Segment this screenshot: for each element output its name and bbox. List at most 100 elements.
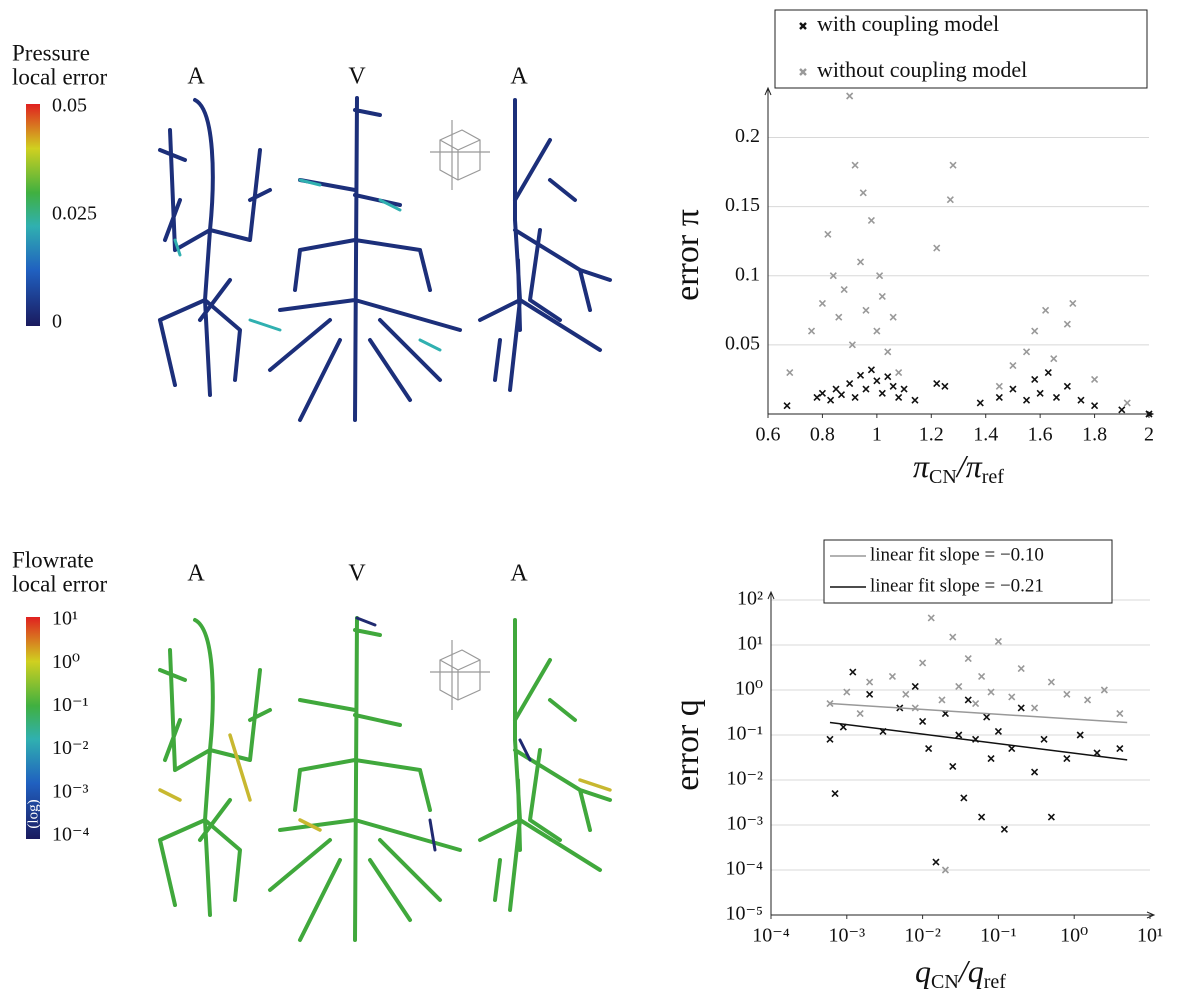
point <box>837 391 846 399</box>
point <box>976 399 984 407</box>
point <box>978 672 986 681</box>
view-label: A <box>187 561 205 587</box>
point <box>964 654 972 663</box>
point <box>1091 375 1099 384</box>
point <box>862 385 870 393</box>
point <box>831 789 839 798</box>
x-axis-label: πCN/πref <box>913 448 1004 487</box>
point <box>876 272 884 280</box>
colorbar <box>26 104 40 326</box>
orientation-cube <box>429 119 491 191</box>
point <box>1031 768 1039 776</box>
point <box>1076 731 1084 739</box>
point <box>987 688 995 696</box>
point <box>818 299 826 307</box>
x-axis <box>768 410 1155 418</box>
x-tick-label: 10⁻⁴ <box>752 925 790 947</box>
point <box>856 371 865 379</box>
orientation-cube <box>429 639 491 711</box>
x-tick-label: 10⁻¹ <box>980 925 1017 947</box>
point <box>878 389 886 397</box>
colorbar-tick-label: 10⁻³ <box>52 780 89 802</box>
fit-line <box>829 702 1128 724</box>
point <box>866 690 874 698</box>
point <box>866 678 874 686</box>
point <box>884 348 892 356</box>
point <box>927 614 935 622</box>
y-axis-label: error q <box>669 699 706 791</box>
point <box>807 327 816 335</box>
colorbar-tick-label: 10⁻⁴ <box>52 824 90 846</box>
point <box>911 682 919 691</box>
point <box>1069 299 1077 307</box>
colorbar-tick-label: 10⁻¹ <box>52 694 89 716</box>
view-label: V <box>348 64 366 90</box>
flow-panel-art <box>158 616 612 942</box>
panel-title: Flowrate <box>12 547 94 572</box>
point <box>1022 396 1031 404</box>
point <box>895 368 903 377</box>
panel-title: local error <box>12 64 107 89</box>
point <box>1116 709 1124 718</box>
point <box>835 313 843 321</box>
panel-title: Pressure <box>12 40 90 65</box>
pressure-trees <box>158 96 612 422</box>
point <box>1036 389 1044 397</box>
point <box>1017 664 1025 673</box>
point <box>856 258 865 266</box>
y-axis <box>764 86 772 414</box>
point <box>1116 744 1124 753</box>
point <box>1031 704 1039 712</box>
panel-title: local error <box>12 571 107 596</box>
y-tick-label: 10⁻³ <box>726 813 763 835</box>
point <box>902 690 910 698</box>
point <box>867 366 875 374</box>
x-tick-label: 1.8 <box>1082 424 1107 446</box>
pressure-highlights <box>173 178 442 352</box>
point <box>933 244 941 252</box>
y-tick-label: 0.05 <box>725 332 760 354</box>
legend-label: without coupling model <box>817 57 1027 82</box>
colorbar-tick-label: 10¹ <box>52 608 78 630</box>
point <box>829 272 837 280</box>
x-axis-label-part: π <box>913 448 930 484</box>
point <box>932 858 940 866</box>
point <box>1031 327 1039 335</box>
charts: 0.05 0.1 0.15 0.2 0.6 0.8 1 1.2 1.4 1.6 1.8 2 error … <box>669 9 1163 993</box>
colorbar-note: (log) <box>25 799 41 828</box>
point <box>827 396 835 404</box>
point <box>1047 813 1055 821</box>
point <box>994 637 1002 646</box>
point <box>783 402 791 410</box>
x-axis <box>771 911 1156 919</box>
point <box>1077 396 1085 404</box>
point <box>1031 375 1039 384</box>
colorbar <box>26 617 40 839</box>
point <box>856 709 864 718</box>
x-axis-label-part: CN <box>929 466 957 488</box>
point <box>911 396 919 404</box>
x-tick-label: 0.6 <box>756 424 781 446</box>
point <box>1118 406 1126 414</box>
point <box>995 382 1003 390</box>
x-axis-label-part: ref <box>982 466 1005 488</box>
y-tick-label: 10⁻² <box>726 768 763 790</box>
point <box>1044 368 1052 377</box>
point <box>824 230 832 238</box>
point <box>826 735 834 743</box>
point <box>941 866 949 874</box>
x-tick-label: 10⁰ <box>1060 925 1088 947</box>
point <box>862 306 870 314</box>
point <box>846 92 854 100</box>
point <box>1083 696 1092 704</box>
point <box>900 385 908 393</box>
point <box>873 327 881 335</box>
point <box>848 341 856 349</box>
y-tick-label: 10² <box>737 588 763 610</box>
y-tick-label: 10⁻⁴ <box>725 858 763 880</box>
point <box>884 373 892 381</box>
point <box>941 382 949 390</box>
point <box>888 672 897 681</box>
point <box>851 161 859 169</box>
point <box>1000 825 1008 833</box>
